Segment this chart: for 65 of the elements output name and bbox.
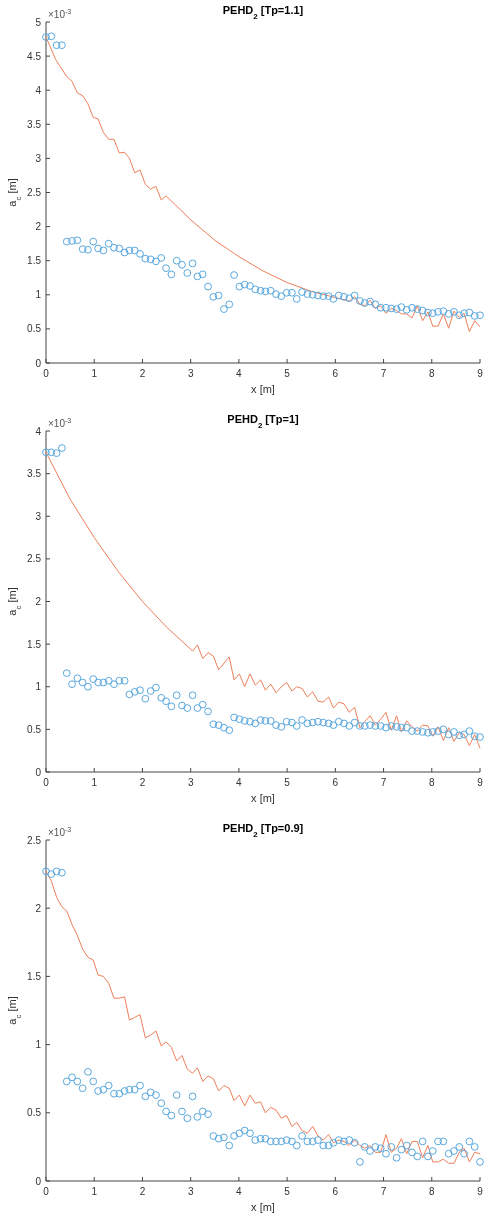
x-axis-title: x [m] [251, 792, 275, 804]
x-tick-label: 9 [477, 1186, 484, 1197]
x-tick-label: 9 [477, 368, 484, 379]
y-tick-label: 0 [35, 1175, 42, 1187]
y-tick-label: 1 [35, 1039, 42, 1051]
x-tick-label: 6 [332, 368, 339, 379]
x-tick-label: 3 [187, 777, 194, 788]
y-tick-label: 0 [35, 357, 42, 369]
chart-title: PEHD$_{2}$ [Tp=1.1] [222, 4, 304, 21]
x-tick-label: 7 [380, 368, 387, 379]
y-tick-label: 4 [35, 84, 42, 96]
x-tick-label: 5 [284, 1186, 291, 1197]
y-tick-label: 5 [35, 16, 42, 28]
x-tick-label: 5 [284, 777, 291, 788]
y-tick-label: 3 [35, 152, 42, 164]
x-tick-label: 3 [187, 368, 194, 379]
y-tick-label: 3 [35, 510, 42, 522]
x-tick-label: 2 [139, 368, 146, 379]
x-tick-label: 3 [187, 1186, 194, 1197]
y-tick-label: 2.5 [27, 834, 42, 846]
y-tick-label: 2 [35, 596, 42, 607]
x-tick-label: 8 [429, 777, 435, 788]
x-tick-label: 2 [139, 1186, 146, 1197]
x-tick-label: 4 [236, 1186, 243, 1197]
x-tick-label: 9 [477, 777, 484, 788]
x-tick-label: 1 [91, 1186, 98, 1197]
chart-title: PEHD$_{2}$ [Tp=1] [227, 413, 299, 430]
y-tick-label: 0.5 [27, 723, 42, 735]
y-tick-label: 4 [35, 425, 42, 437]
x-tick-label: 8 [429, 368, 435, 379]
x-axis-title: x [m] [251, 1201, 275, 1213]
y-tick-label: 2.5 [27, 553, 42, 565]
x-tick-label: 4 [236, 368, 243, 379]
x-tick-label: 7 [380, 1186, 387, 1197]
y-tick-label: 0 [35, 766, 42, 778]
x-tick-label: 7 [380, 777, 387, 788]
y-tick-label: 2.5 [27, 187, 42, 198]
x-tick-label: 6 [332, 777, 339, 788]
text: ×10$^{-3}$ [48, 6, 72, 20]
y-tick-label: 1.5 [27, 970, 42, 982]
x-tick-label: 2 [139, 777, 146, 788]
x-tick-label: 1 [91, 368, 98, 379]
x-tick-label: 8 [429, 1186, 435, 1197]
y-tick-label: 2 [35, 221, 42, 233]
x-tick-label: 0 [43, 777, 50, 788]
text: ×10$^{-3}$ [48, 415, 72, 429]
y-tick-label: 1 [35, 681, 42, 693]
x-tick-label: 0 [43, 368, 50, 379]
y-tick-label: 3.5 [27, 118, 42, 130]
y-tick-label: 1 [35, 289, 42, 301]
y-tick-label: 0.5 [27, 323, 42, 335]
x-tick-label: 5 [284, 368, 291, 379]
text: ×10$^{-3}$ [48, 824, 72, 838]
x-tick-label: 1 [91, 777, 98, 788]
chart-title: PEHD$_{2}$ [Tp=0.9] [222, 822, 304, 839]
y-tick-label: 3.5 [27, 468, 42, 480]
y-tick-label: 2 [35, 902, 42, 914]
x-tick-label: 4 [236, 777, 243, 788]
x-tick-label: 6 [332, 1186, 339, 1197]
y-tick-label: 0.5 [27, 1107, 42, 1119]
y-tick-label: 4.5 [27, 50, 42, 62]
y-tick-label: 1.5 [27, 255, 42, 267]
x-tick-label: 0 [43, 1186, 50, 1197]
y-tick-label: 1.5 [27, 638, 42, 650]
x-axis-title: x [m] [251, 383, 275, 395]
